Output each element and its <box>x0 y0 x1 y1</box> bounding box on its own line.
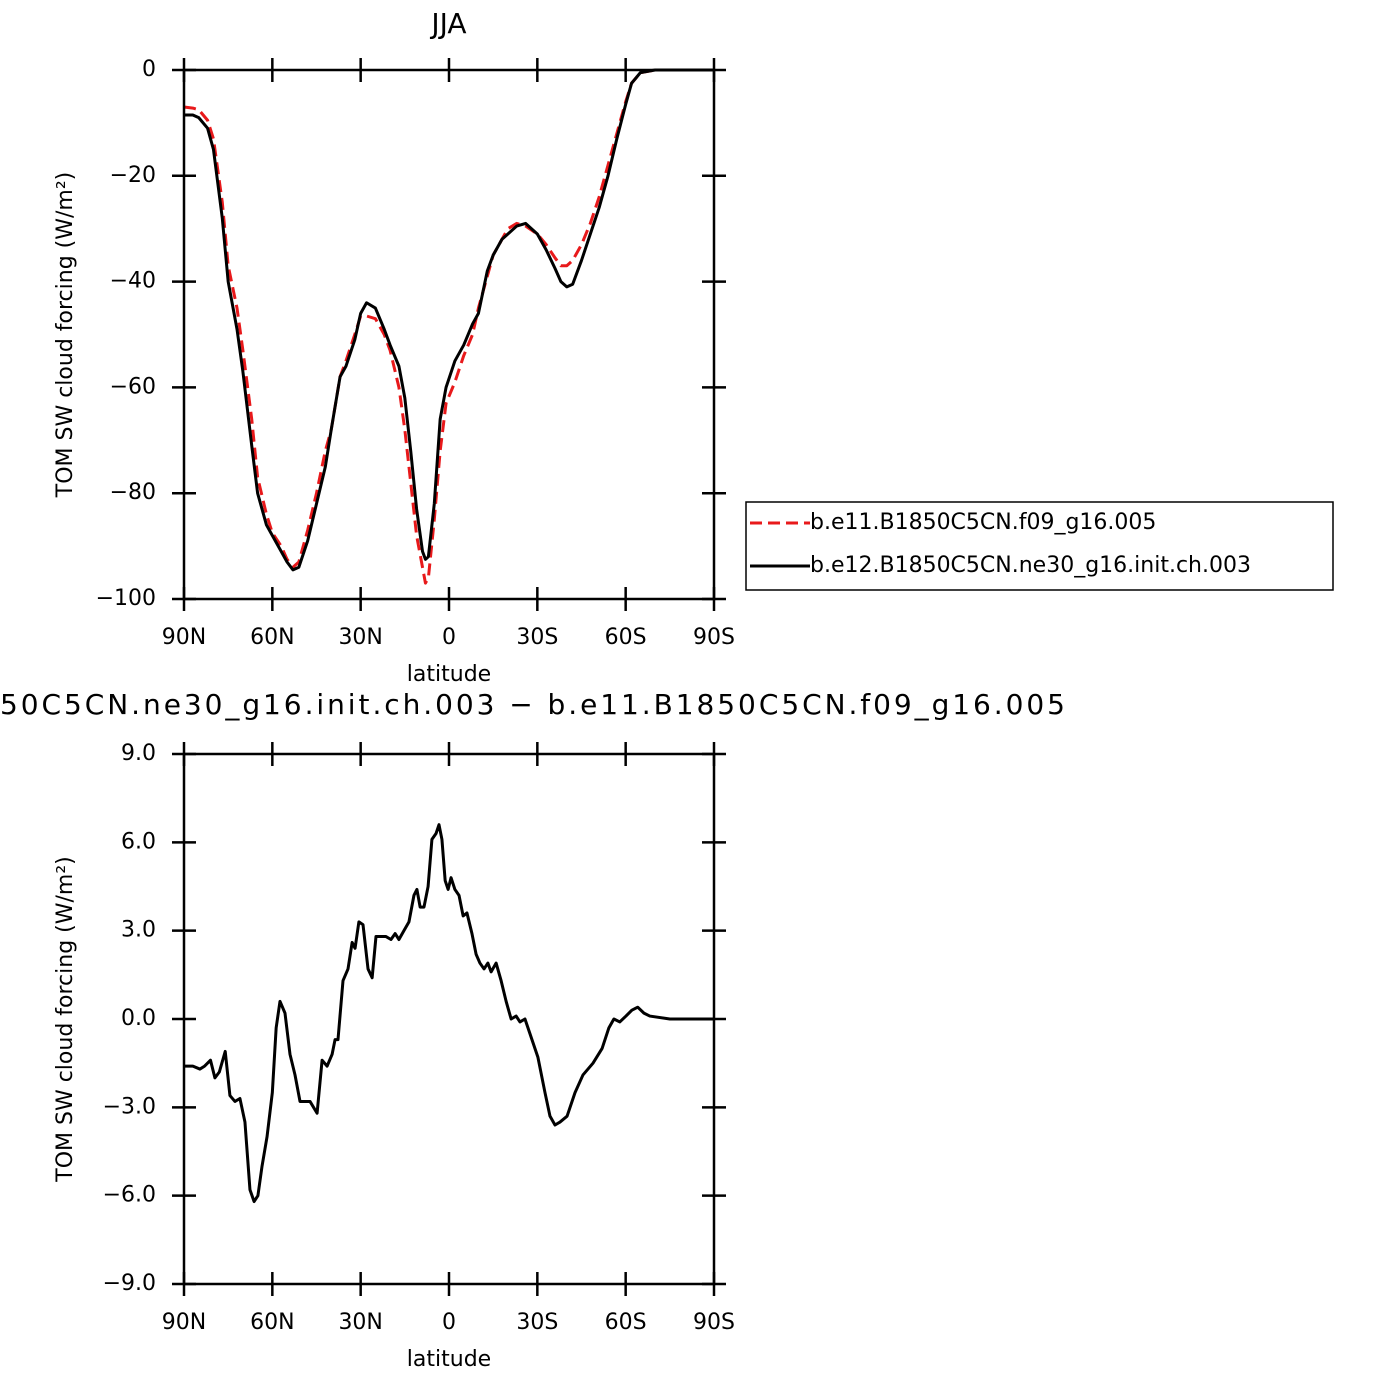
chart-title: 50C5CN.ne30_g16.init.ch.003 − b.e11.B185… <box>0 688 1065 721</box>
x-tick-label: 30N <box>338 625 382 650</box>
y-tick-label: 3.0 <box>121 918 156 943</box>
y-tick-label: −9.0 <box>103 1271 156 1296</box>
legend-box <box>745 501 1334 591</box>
x-tick-label: 60S <box>605 1310 647 1335</box>
y-tick-label: −20 <box>110 163 156 188</box>
x-tick-label: 90S <box>693 625 735 650</box>
y-tick-label: 9.0 <box>121 741 156 766</box>
x-tick-label: 60S <box>605 625 647 650</box>
x-tick-label: 90N <box>162 1310 206 1335</box>
legend-label: b.e12.B1850C5CN.ne30_g16.init.ch.003 <box>810 553 1251 578</box>
y-tick-label: −6.0 <box>103 1183 156 1208</box>
y-tick-label: −80 <box>110 480 156 505</box>
y-tick-label: −40 <box>110 269 156 294</box>
x-tick-label: 0 <box>442 625 456 650</box>
x-tick-label: 30N <box>338 1310 382 1335</box>
x-tick-label: 30S <box>516 625 558 650</box>
data-line <box>184 68 714 572</box>
x-tick-label: 90S <box>693 1310 735 1335</box>
y-axis-label: TOM SW cloud forcing (W/m²) <box>53 172 78 498</box>
x-tick-label: 60N <box>250 625 294 650</box>
x-tick-label: 60N <box>250 1310 294 1335</box>
x-axis-label: latitude <box>407 1347 491 1372</box>
y-tick-label: −60 <box>110 374 156 399</box>
chart-title: JJA <box>429 7 466 40</box>
y-axis-label: TOM SW cloud forcing (W/m²) <box>53 856 78 1182</box>
y-tick-label: −3.0 <box>103 1094 156 1119</box>
legend-label: b.e11.B1850C5CN.f09_g16.005 <box>810 510 1156 535</box>
y-tick-label: 0.0 <box>121 1006 156 1031</box>
plot-frame <box>182 752 716 1286</box>
x-tick-label: 30S <box>516 1310 558 1335</box>
y-tick-label: 6.0 <box>121 829 156 854</box>
data-line <box>183 68 714 585</box>
y-tick-label: −100 <box>96 586 156 611</box>
y-tick-label: 0 <box>142 57 156 82</box>
x-tick-label: 90N <box>162 625 206 650</box>
x-tick-label: 0 <box>442 1310 456 1335</box>
x-axis-label: latitude <box>407 662 491 687</box>
data-line <box>184 823 714 1204</box>
